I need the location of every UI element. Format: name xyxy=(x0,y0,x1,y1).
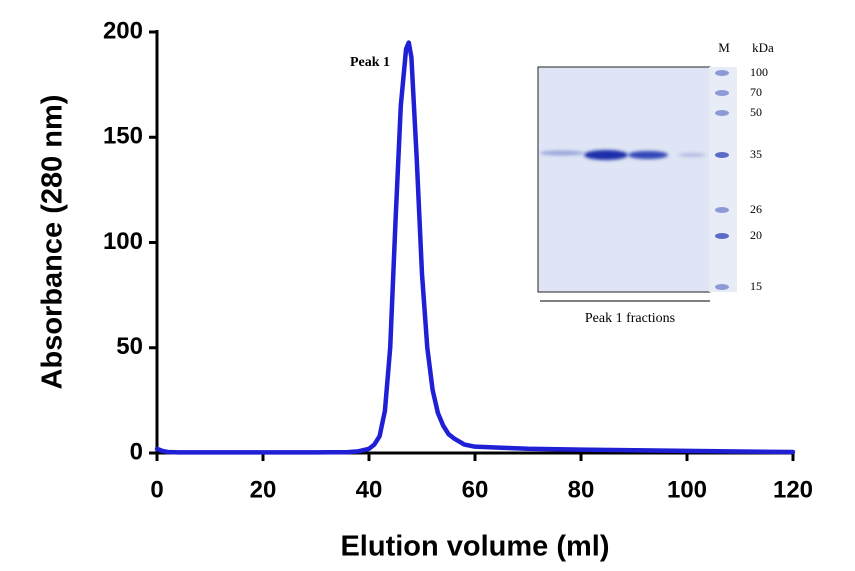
inset-caption: Peak 1 fractions xyxy=(585,311,675,326)
x-tick-label: 20 xyxy=(250,476,277,503)
marker-band xyxy=(715,207,729,213)
marker-band xyxy=(715,152,729,158)
unit-label: kDa xyxy=(752,40,774,55)
marker-band xyxy=(715,90,729,96)
y-tick-label: 0 xyxy=(130,438,143,465)
y-tick-label: 150 xyxy=(103,123,143,150)
x-tick-label: 120 xyxy=(773,476,813,503)
gel-band xyxy=(540,150,584,156)
marker-band xyxy=(715,110,729,116)
x-tick-label: 80 xyxy=(568,476,595,503)
x-tick-label: 40 xyxy=(356,476,383,503)
marker-label: 70 xyxy=(750,85,762,99)
marker-label: 26 xyxy=(750,202,762,216)
gel-band xyxy=(678,153,706,157)
y-tick-label: 200 xyxy=(103,17,143,44)
lane-label: M xyxy=(718,40,730,55)
x-tick-label: 0 xyxy=(150,476,163,503)
data-line xyxy=(154,40,796,455)
gel-band xyxy=(628,151,668,159)
x-tick-label: 60 xyxy=(462,476,489,503)
y-axis-title: Absorbance (280 nm) xyxy=(37,95,69,390)
marker-band xyxy=(715,70,729,76)
marker-label: 100 xyxy=(750,65,768,79)
marker-label: 35 xyxy=(750,147,762,161)
x-axis-title: Elution volume (ml) xyxy=(340,531,609,563)
marker-label: 20 xyxy=(750,228,762,242)
gel-image xyxy=(537,66,711,293)
y-tick-label: 100 xyxy=(103,228,143,255)
marker-band xyxy=(715,284,729,290)
marker-label: 15 xyxy=(750,279,762,293)
y-tick-label: 50 xyxy=(116,333,143,360)
peak-annotation: Peak 1 xyxy=(350,55,390,70)
marker-lane xyxy=(709,67,737,292)
x-tick-label: 100 xyxy=(667,476,707,503)
gel-band xyxy=(584,150,628,160)
marker-label: 50 xyxy=(750,105,762,119)
marker-band xyxy=(715,233,729,239)
gel-inset: M kDa Peak 1 fractions xyxy=(537,40,774,326)
